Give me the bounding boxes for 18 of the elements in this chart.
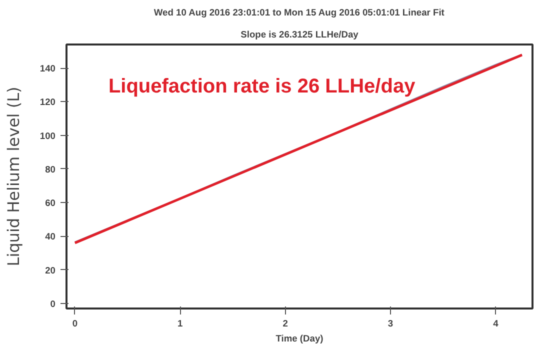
annotation: Liquefaction rate is 26 LLHe/day — [108, 75, 416, 98]
chart-title: Wed 10 Aug 2016 23:01:01 to Mon 15 Aug 2016 05:01:01 Linear Fit — [154, 8, 444, 18]
y-tick-label: 100 — [40, 130, 56, 141]
y-tick-label: 40 — [45, 232, 56, 242]
x-tick-label: 0 — [72, 318, 78, 328]
y-tick-label: 80 — [45, 164, 56, 174]
x-tick-label: 1 — [178, 318, 183, 328]
x-tick-label: 2 — [282, 318, 288, 328]
y-tick-label: 120 — [40, 97, 56, 108]
y-tick-label: 60 — [45, 198, 56, 208]
chart-subtitle: Slope is 26.3125 LLHe/Day — [240, 30, 360, 40]
y-axis-title: Liquid Helium level (L) — [4, 86, 23, 266]
y-tick-label: 20 — [45, 265, 56, 276]
y-tick-label: 0 — [50, 298, 56, 309]
y-tick-label: 140 — [40, 64, 56, 74]
x-tick-label: 3 — [388, 318, 394, 328]
x-tick-label: 4 — [493, 318, 500, 328]
x-axis-title: Time (Day) — [276, 334, 324, 344]
